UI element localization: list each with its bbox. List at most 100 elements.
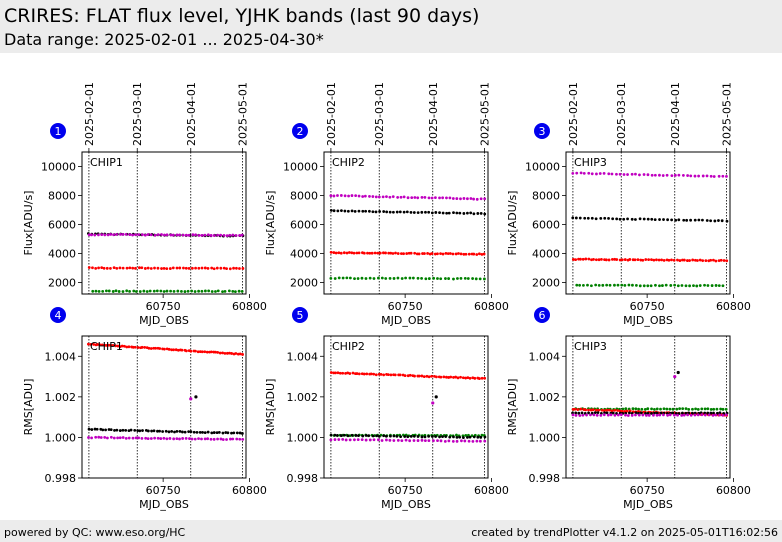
data-point-red — [374, 373, 378, 377]
data-point-magenta — [127, 436, 131, 440]
data-point-black — [329, 209, 333, 212]
chip-label: CHIP1 — [90, 156, 123, 169]
data-point-black — [353, 209, 357, 213]
data-point-red — [87, 342, 90, 346]
data-point-magenta — [222, 233, 226, 237]
data-point-black — [201, 431, 204, 434]
data-point-black — [136, 429, 140, 433]
data-point-green — [436, 277, 439, 280]
footer-credit: powered by QC: www.eso.org/HC — [4, 526, 186, 539]
data-point-magenta — [693, 413, 697, 417]
data-point-green — [597, 283, 601, 287]
data-point-magenta — [432, 439, 435, 443]
data-point-red — [393, 373, 397, 377]
data-point-green — [125, 289, 129, 293]
data-point-red — [114, 344, 117, 348]
data-point-magenta — [599, 413, 603, 417]
data-point-green — [658, 284, 661, 288]
data-point-red — [461, 376, 465, 380]
date-tick-label: 2025-05-01 — [721, 82, 734, 146]
data-point-green — [471, 277, 474, 280]
data-point-red — [685, 259, 689, 262]
data-point-black — [406, 435, 410, 439]
data-point-magenta — [666, 413, 669, 417]
data-point-red — [87, 266, 91, 269]
data-point-black — [118, 429, 122, 432]
data-point-green — [668, 407, 672, 411]
chip-label: CHIP3 — [574, 340, 607, 353]
data-point-red — [426, 252, 429, 255]
data-point-black — [693, 218, 697, 222]
data-point-black — [238, 431, 242, 435]
data-point-magenta — [582, 171, 586, 175]
data-point-black — [605, 411, 609, 415]
data-point-red — [579, 407, 583, 411]
data-point-red — [655, 258, 658, 262]
data-point-magenta — [162, 436, 166, 440]
data-point-black — [215, 431, 219, 434]
data-point-green — [455, 433, 458, 437]
data-point-black — [447, 211, 451, 215]
data-point-black — [178, 429, 182, 433]
data-point-black — [230, 431, 233, 435]
data-point-magenta — [112, 233, 115, 237]
data-point-magenta — [87, 436, 90, 439]
data-point-magenta — [153, 436, 157, 440]
data-point-magenta — [165, 233, 169, 237]
data-point-black — [468, 435, 472, 439]
data-point-black — [224, 431, 228, 434]
y-tick-label: 1.000 — [529, 431, 561, 444]
data-point-black — [332, 209, 336, 213]
data-point-red — [452, 376, 455, 379]
data-point-magenta — [701, 174, 705, 178]
data-point-magenta — [420, 195, 424, 199]
data-point-black — [240, 432, 244, 435]
data-point-black — [384, 434, 388, 438]
data-point-red — [449, 375, 453, 379]
data-point-black — [713, 219, 717, 223]
data-point-green — [653, 408, 656, 411]
data-point-magenta — [616, 413, 620, 417]
data-point-red — [667, 258, 671, 262]
data-point-green — [337, 276, 341, 280]
data-point-magenta — [680, 413, 684, 417]
data-point-magenta — [626, 173, 629, 176]
data-point-green — [650, 407, 653, 411]
x-tick-label: 60800 — [716, 300, 751, 313]
data-point-green — [132, 289, 136, 293]
data-point-magenta — [354, 194, 358, 198]
data-point-black — [346, 209, 350, 213]
data-point-red — [409, 251, 413, 255]
panel-number-label: 6 — [539, 309, 546, 322]
data-point-black — [611, 217, 615, 221]
y-tick-label: 8000 — [290, 189, 318, 202]
data-point-magenta — [191, 233, 195, 237]
data-point-red — [639, 258, 643, 262]
data-point-red — [172, 348, 176, 352]
plot-frame — [323, 151, 489, 295]
data-point-red — [91, 266, 94, 270]
data-point-red — [384, 251, 387, 255]
data-point-green — [416, 276, 420, 280]
data-point-magenta — [668, 413, 672, 417]
outlier-point-black — [434, 395, 438, 399]
data-point-black — [343, 209, 347, 213]
data-point-red — [454, 252, 458, 256]
data-point-magenta — [171, 233, 175, 237]
data-point-black — [346, 434, 350, 438]
data-point-black — [416, 211, 420, 214]
data-point-red — [196, 350, 200, 354]
data-point-red — [121, 266, 125, 270]
y-tick-label: 10000 — [525, 160, 560, 173]
data-point-green — [216, 289, 220, 293]
data-point-green — [710, 284, 714, 287]
data-point-red — [688, 259, 691, 262]
data-point-red — [337, 251, 341, 255]
data-point-magenta — [109, 232, 113, 236]
data-point-magenta — [721, 174, 725, 178]
data-point-green — [631, 407, 635, 411]
data-point-green — [200, 289, 204, 293]
data-point-red — [704, 259, 708, 263]
x-tick-label: 60800 — [474, 484, 509, 497]
data-point-magenta — [402, 195, 406, 199]
